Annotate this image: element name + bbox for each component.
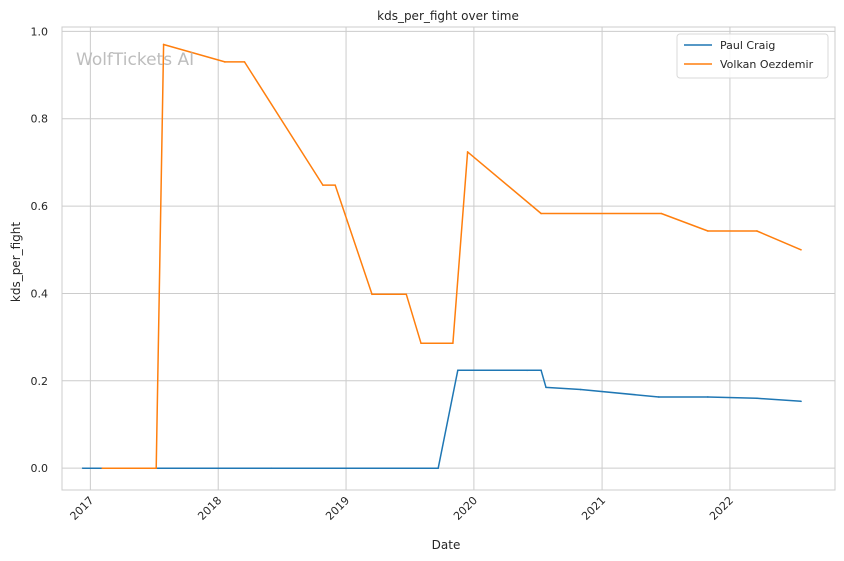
data-point-volkan-oezdemir bbox=[707, 230, 709, 232]
data-point-paul-craig bbox=[658, 396, 660, 398]
x-tick-label: 2020 bbox=[451, 494, 480, 523]
data-point-volkan-oezdemir bbox=[756, 230, 758, 232]
series-lines bbox=[81, 43, 802, 469]
x-axis-label: Date bbox=[432, 538, 461, 552]
x-tick-label: 2018 bbox=[195, 494, 224, 523]
legend-label-paul-craig: Paul Craig bbox=[720, 39, 775, 52]
data-point-paul-craig bbox=[270, 467, 272, 469]
watermark: WolfTickets AI bbox=[76, 50, 194, 70]
data-point-paul-craig bbox=[81, 467, 84, 469]
data-point-paul-craig bbox=[579, 388, 582, 391]
x-tick-labels: 2017 2018 2019 2020 2021 2022 bbox=[68, 494, 737, 523]
data-point-volkan-oezdemir bbox=[162, 43, 165, 46]
data-point-volkan-oezdemir bbox=[660, 212, 663, 215]
data-point-paul-craig bbox=[437, 467, 439, 469]
data-point-volkan-oezdemir bbox=[101, 467, 104, 469]
x-tick-label: 2021 bbox=[579, 494, 608, 523]
data-point-volkan-oezdemir bbox=[540, 212, 542, 215]
y-tick-label: 0.0 bbox=[31, 462, 49, 475]
x-tick-label: 2017 bbox=[68, 494, 97, 523]
y-tick-label: 0.8 bbox=[31, 113, 49, 126]
chart-title: kds_per_fight over time bbox=[377, 9, 519, 23]
data-point-volkan-oezdemir bbox=[800, 248, 802, 251]
y-tick-labels: 0.0 0.2 0.4 0.6 0.8 1.0 bbox=[31, 25, 49, 475]
data-point-volkan-oezdemir bbox=[405, 293, 408, 296]
data-point-volkan-oezdemir bbox=[155, 467, 158, 469]
data-point-volkan-oezdemir bbox=[420, 342, 422, 345]
data-point-volkan-oezdemir bbox=[466, 151, 469, 153]
data-point-volkan-oezdemir bbox=[243, 61, 246, 63]
x-tick-label: 2019 bbox=[323, 494, 352, 523]
plot-area bbox=[62, 27, 835, 490]
data-point-volkan-oezdemir bbox=[452, 342, 454, 345]
data-point-volkan-oezdemir bbox=[334, 184, 336, 186]
data-point-paul-craig bbox=[707, 396, 709, 398]
x-tick-label: 2022 bbox=[707, 494, 736, 523]
data-point-paul-craig bbox=[158, 467, 160, 469]
y-tick-label: 1.0 bbox=[31, 25, 49, 38]
y-axis-label: kds_per_fight bbox=[9, 222, 23, 303]
legend-box bbox=[676, 33, 829, 79]
y-tick-label: 0.4 bbox=[31, 287, 49, 300]
plot-frame bbox=[61, 26, 836, 491]
data-point-paul-craig bbox=[756, 397, 758, 400]
data-point-paul-craig bbox=[540, 369, 542, 372]
grid bbox=[62, 27, 835, 490]
data-point-volkan-oezdemir bbox=[322, 184, 324, 186]
y-tick-label: 0.2 bbox=[31, 375, 49, 388]
y-tick-label: 0.6 bbox=[31, 200, 49, 213]
data-point-paul-craig bbox=[456, 369, 459, 372]
data-point-volkan-oezdemir bbox=[371, 293, 373, 296]
legend-label-volkan-oezdemir: Volkan Oezdemir bbox=[720, 58, 814, 71]
legend: Paul Craig Volkan Oezdemir bbox=[676, 33, 829, 79]
data-point-paul-craig bbox=[800, 400, 802, 403]
data-point-paul-craig bbox=[545, 386, 547, 389]
data-point-volkan-oezdemir bbox=[224, 61, 226, 63]
data-point-paul-craig bbox=[526, 369, 528, 372]
